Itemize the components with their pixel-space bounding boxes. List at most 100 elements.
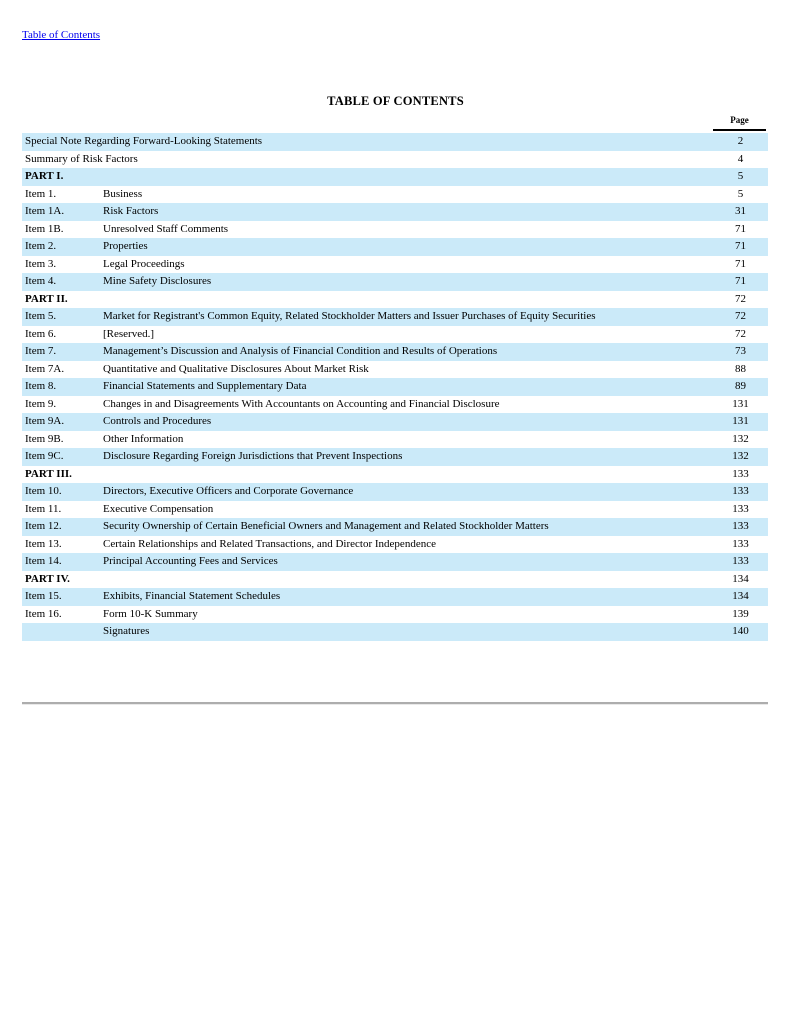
toc-title-cell: Unresolved Staff Comments <box>103 222 229 235</box>
toc-item-cell: Item 8. <box>25 380 57 392</box>
toc-row: PART II. 72 <box>22 291 768 309</box>
toc-title-cell: Business <box>103 187 143 200</box>
page-column-rule <box>713 129 766 131</box>
toc-title-cell: [Reserved.] <box>103 327 155 340</box>
toc-item-cell: Item 4. <box>25 275 57 287</box>
toc-page-cell: 72 <box>735 310 746 322</box>
toc-row: Item 9A. Controls and Procedures 131 <box>22 413 768 431</box>
toc-item-cell: Item 6. <box>25 327 57 340</box>
toc-item-cell: Item 9. <box>25 397 57 410</box>
toc-row: Item 10. Directors, Executive Officers a… <box>22 483 768 501</box>
toc-page-cell: 131 <box>732 397 749 410</box>
toc-row: Item 8. Financial Statements and Supplem… <box>22 378 768 396</box>
toc-title-cell: Signatures <box>103 625 150 637</box>
toc-title-cell: Market for Registrant's Common Equity, R… <box>103 310 596 322</box>
toc-item-cell: Item 1A. <box>25 205 65 217</box>
toc-title-cell <box>103 466 713 484</box>
toc-title-cell: Properties <box>103 240 148 252</box>
page-title: TABLE OF CONTENTS <box>327 94 464 108</box>
toc-item-cell: Item 12. <box>25 520 62 532</box>
toc-item-cell: Item 10. <box>25 485 62 497</box>
toc-item-cell: Special Note Regarding Forward-Looking S… <box>25 135 263 147</box>
toc-item-cell: Item 9B. <box>25 432 64 445</box>
toc-page-cell: 71 <box>735 240 746 252</box>
toc-title-cell: Security Ownership of Certain Beneficial… <box>103 520 549 532</box>
toc-title-cell: Quantitative and Qualitative Disclosures… <box>103 362 369 375</box>
toc-page-cell: 139 <box>732 607 749 620</box>
toc-title-cell: Controls and Procedures <box>103 415 212 427</box>
toc-item-cell: Item 13. <box>25 537 62 550</box>
toc-title-cell: Risk Factors <box>103 205 159 217</box>
toc-item-cell: Item 16. <box>25 607 62 620</box>
toc-page-cell: 71 <box>735 275 746 287</box>
toc-title-cell: Executive Compensation <box>103 502 214 515</box>
toc-title-cell <box>103 151 713 169</box>
toc-title-cell: Legal Proceedings <box>103 257 185 270</box>
toc-page-cell: 140 <box>732 625 749 637</box>
toc-title-cell: Mine Safety Disclosures <box>103 275 212 287</box>
toc-page-cell: 134 <box>732 572 749 585</box>
toc-item-cell: Item 1. <box>25 187 57 200</box>
toc-row: Item 12. Security Ownership of Certain B… <box>22 518 768 536</box>
toc-item-cell: Item 7A. <box>25 362 65 375</box>
toc-item-cell: Item 9A. <box>25 415 65 427</box>
toc-page-cell: 133 <box>732 520 749 532</box>
toc-page-cell: 72 <box>735 292 746 305</box>
toc-row: Item 11. Executive Compensation 133 <box>22 501 768 519</box>
toc-page-cell: 131 <box>732 415 749 427</box>
toc-row: Item 7. Management’s Discussion and Anal… <box>22 343 768 361</box>
toc-title-cell: Certain Relationships and Related Transa… <box>103 537 436 550</box>
toc-page-cell: 132 <box>732 450 749 462</box>
toc-row: Item 1. Business 5 <box>22 186 768 204</box>
table-of-contents-link[interactable]: Table of Contents <box>22 29 101 41</box>
toc-page-cell: 71 <box>735 257 746 270</box>
toc-page-cell: 132 <box>732 432 749 445</box>
toc-row: Summary of Risk Factors 4 <box>22 151 768 169</box>
toc-row: Item 5. Market for Registrant's Common E… <box>22 308 768 326</box>
toc-row: PART III. 133 <box>22 466 768 484</box>
toc-title-cell <box>103 291 713 309</box>
toc-page-cell: 89 <box>735 380 746 392</box>
toc-title-cell: Management’s Discussion and Analysis of … <box>103 345 498 357</box>
toc-item-cell: Item 5. <box>25 310 57 322</box>
toc-title-cell: Changes in and Disagreements With Accoun… <box>103 397 500 410</box>
toc-page-cell: 71 <box>735 222 746 235</box>
toc-item-cell: Summary of Risk Factors <box>25 152 138 165</box>
toc-title-cell: Financial Statements and Supplementary D… <box>103 380 307 392</box>
toc-row: Item 15. Exhibits, Financial Statement S… <box>22 588 768 606</box>
toc-page-cell: 133 <box>732 555 749 567</box>
toc-row: PART IV. 134 <box>22 571 768 589</box>
toc-page-cell: 88 <box>735 362 746 375</box>
toc-row: Item 14. Principal Accounting Fees and S… <box>22 553 768 571</box>
toc-item-cell: Item 15. <box>25 590 62 602</box>
toc-table-body: Special Note Regarding Forward-Looking S… <box>22 133 768 641</box>
toc-item-cell: Item 1B. <box>25 222 64 235</box>
toc-row: PART I. 5 <box>22 168 768 186</box>
toc-item-cell: PART II. <box>25 292 68 305</box>
toc-title-cell <box>103 571 713 589</box>
toc-row: Item 13. Certain Relationships and Relat… <box>22 536 768 554</box>
toc-page-cell: 5 <box>737 170 744 182</box>
toc-item-cell: Item 14. <box>25 555 62 567</box>
toc-row: Item 2. Properties 71 <box>22 238 768 256</box>
toc-page-cell: 2 <box>737 135 744 147</box>
toc-title-cell: Disclosure Regarding Foreign Jurisdictio… <box>103 450 403 462</box>
toc-row: Item 3. Legal Proceedings 71 <box>22 256 768 274</box>
toc-row: Item 16. Form 10-K Summary 139 <box>22 606 768 624</box>
toc-item-cell: PART III. <box>25 467 72 480</box>
toc-title-cell: Directors, Executive Officers and Corpor… <box>103 485 354 497</box>
toc-item-cell: Item 2. <box>25 240 57 252</box>
toc-title-cell: Form 10-K Summary <box>103 607 198 620</box>
toc-item-cell: Item 7. <box>25 345 57 357</box>
toc-page-cell: 31 <box>735 205 746 217</box>
toc-page-cell: 4 <box>737 152 744 165</box>
toc-page-cell: 134 <box>732 590 749 602</box>
toc-row: Signatures 140 <box>22 623 768 641</box>
toc-row: Item 9. Changes in and Disagreements Wit… <box>22 396 768 414</box>
toc-page-cell: 73 <box>735 345 746 357</box>
toc-row: Item 4. Mine Safety Disclosures 71 <box>22 273 768 291</box>
toc-row: Item 9B. Other Information 132 <box>22 431 768 449</box>
toc-page-cell: 133 <box>732 467 749 480</box>
toc-row: Special Note Regarding Forward-Looking S… <box>22 133 768 151</box>
